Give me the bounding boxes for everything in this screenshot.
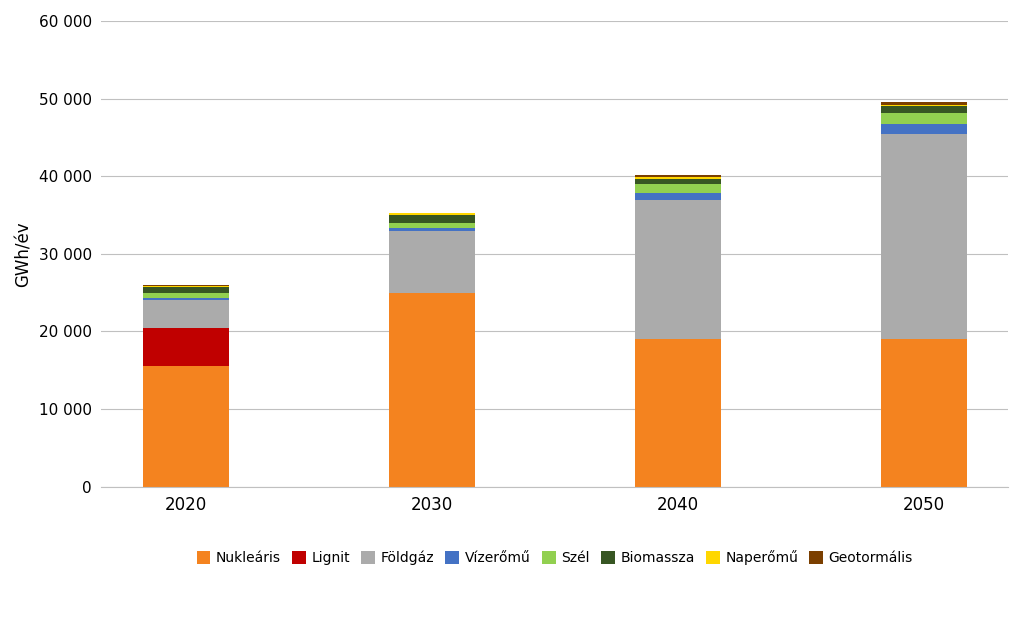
Bar [634, 339, 721, 486]
Bar [881, 124, 967, 134]
Bar [881, 106, 967, 113]
Bar [881, 113, 967, 124]
Legend: Nukleáris, Lignit, Földgáz, Vízerőmű, Szél, Biomassza, Naperőmű, Geotormális: Nukleáris, Lignit, Földgáz, Vízerőmű, Sz… [191, 545, 919, 571]
Bar [881, 134, 967, 339]
Bar [142, 366, 229, 486]
Bar [634, 193, 721, 200]
Bar [389, 212, 475, 214]
Bar [142, 328, 229, 366]
Bar [881, 339, 967, 486]
Y-axis label: GWh/év: GWh/év [15, 221, 33, 287]
Bar [389, 292, 475, 486]
Bar [142, 300, 229, 328]
Bar [389, 214, 475, 215]
Bar [634, 200, 721, 339]
Bar [634, 175, 721, 177]
Bar [142, 285, 229, 287]
Bar [881, 105, 967, 106]
Bar [634, 184, 721, 193]
Bar [634, 177, 721, 179]
Bar [142, 287, 229, 292]
Bar [142, 292, 229, 298]
Bar [881, 102, 967, 105]
Bar [389, 223, 475, 228]
Bar [389, 228, 475, 230]
Bar [389, 230, 475, 292]
Bar [142, 298, 229, 300]
Bar [389, 215, 475, 223]
Bar [634, 179, 721, 184]
